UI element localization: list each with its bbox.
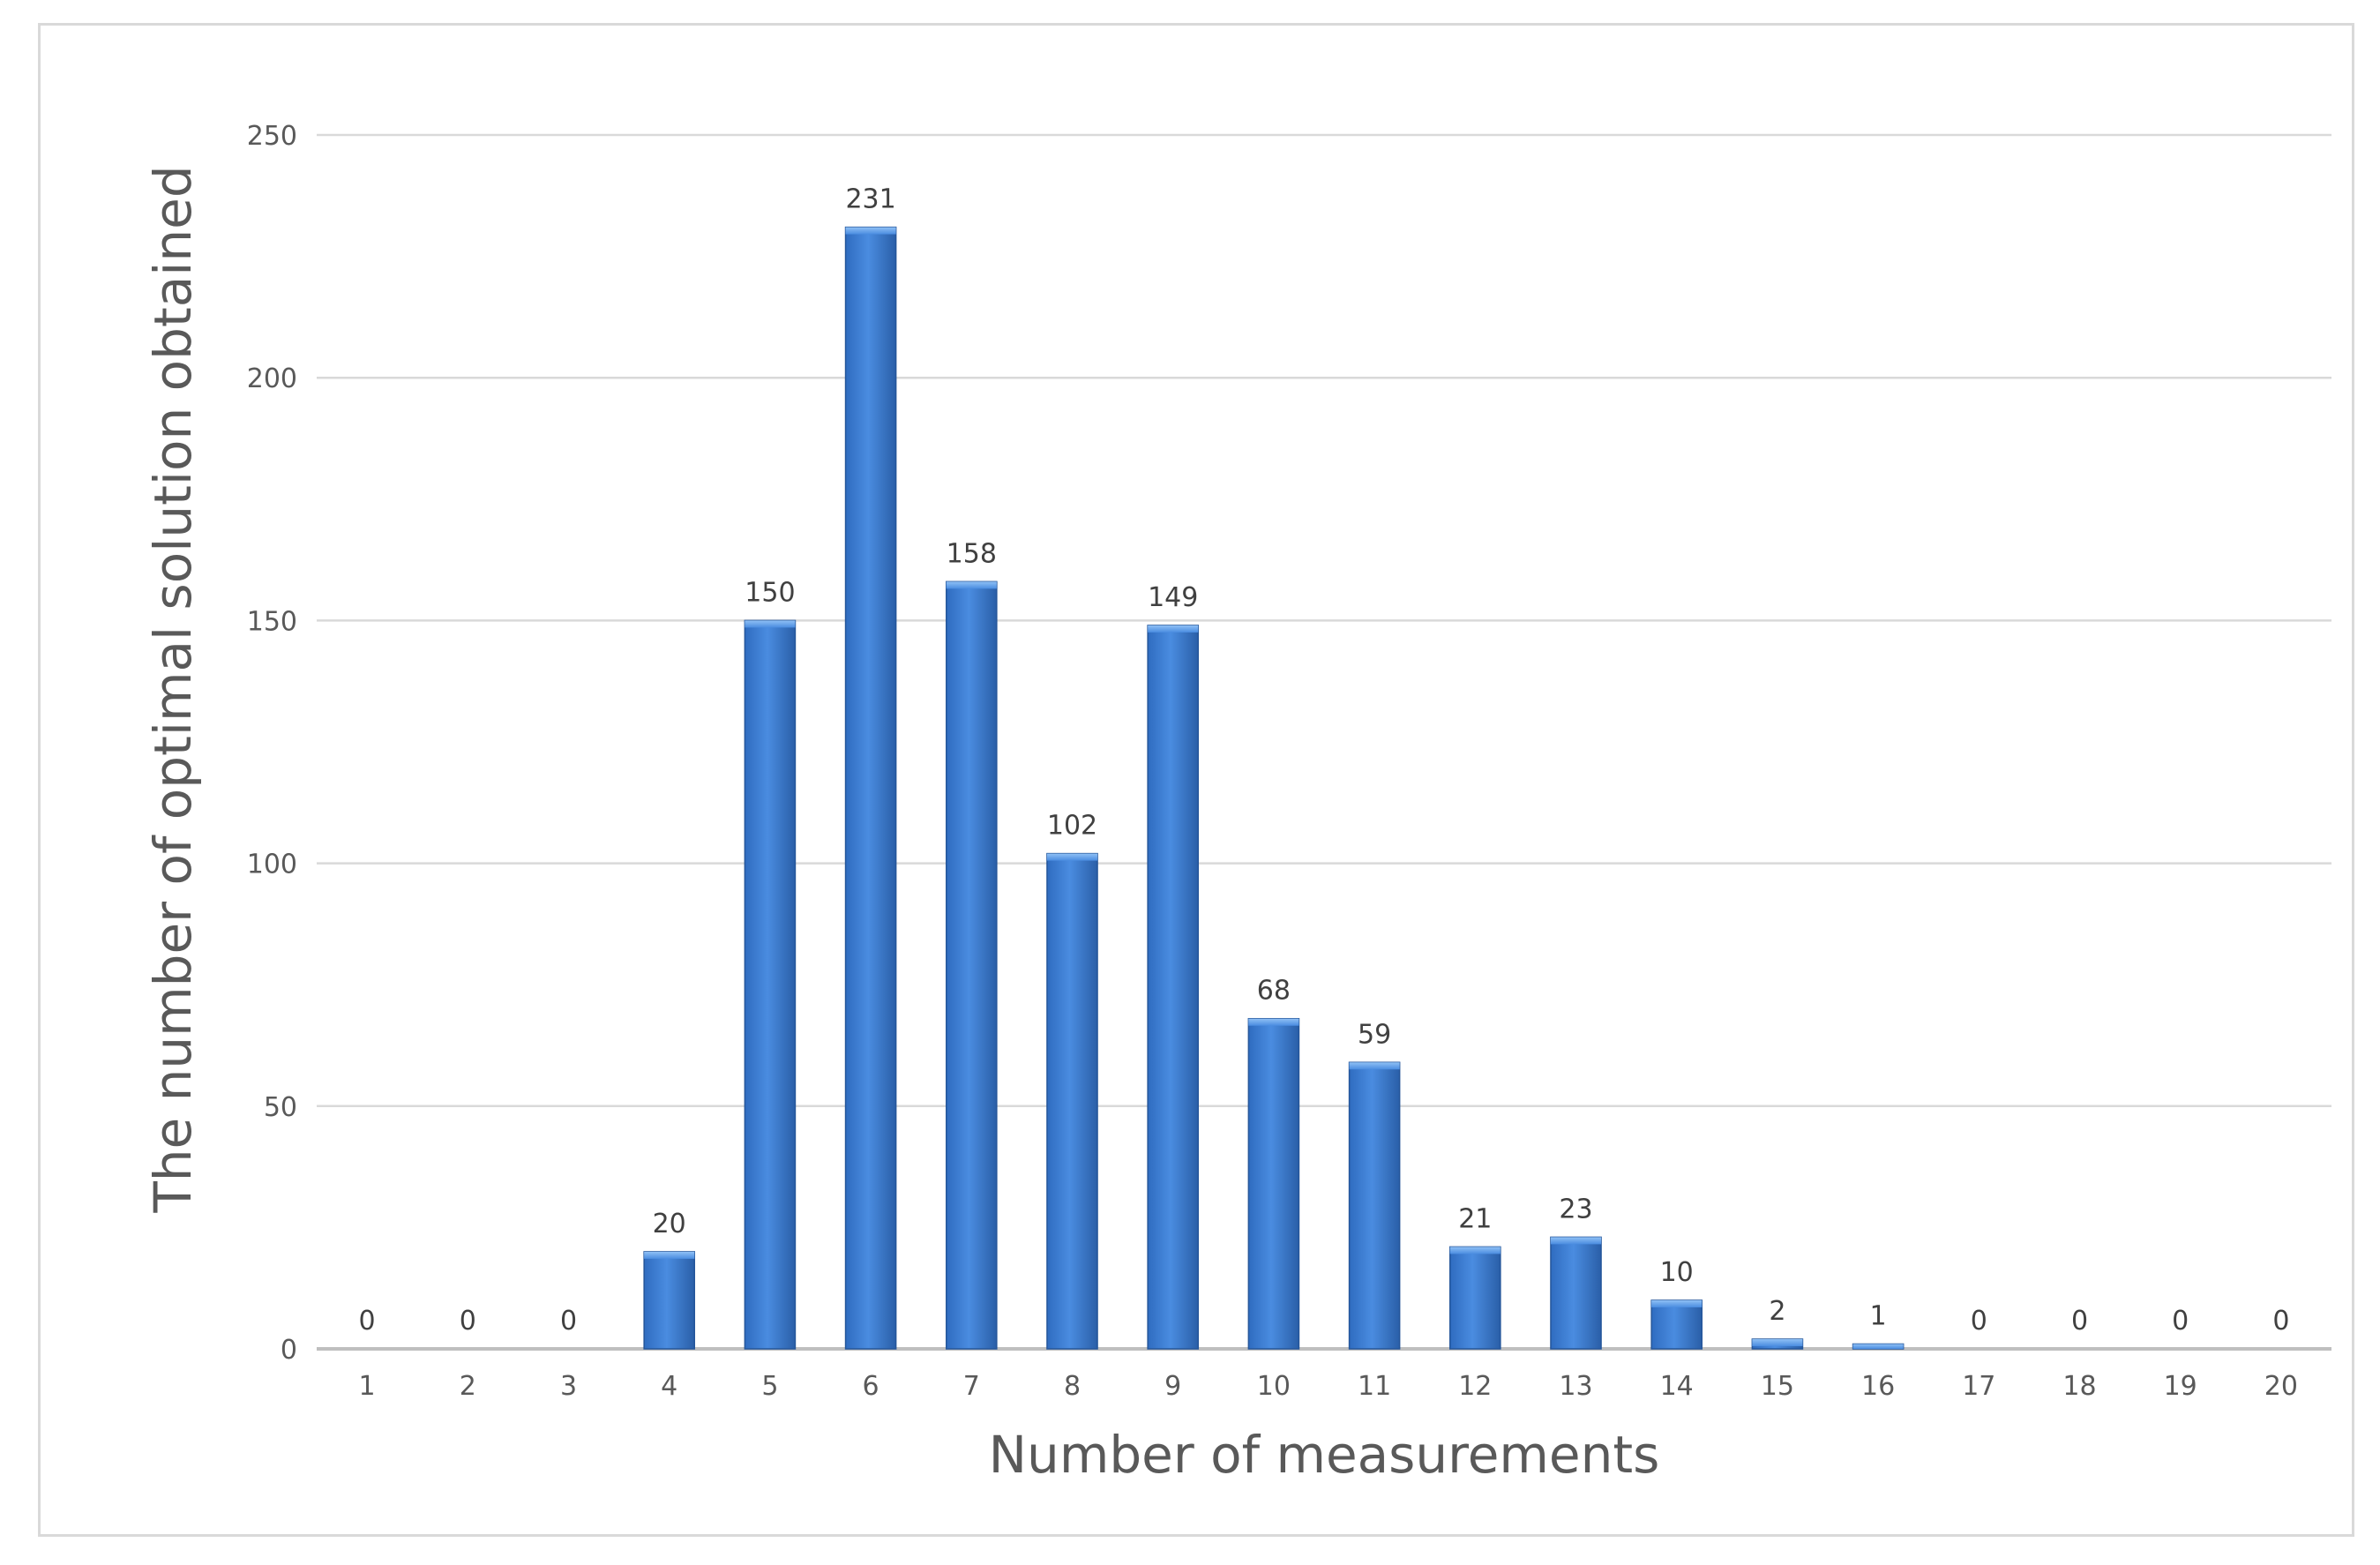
bar-body xyxy=(1348,1061,1401,1350)
bar-8 xyxy=(1046,852,1098,1350)
bar-cap xyxy=(946,581,997,589)
bar-11 xyxy=(1348,1061,1401,1350)
bar-10 xyxy=(1247,1017,1300,1350)
bar-cap xyxy=(1651,1299,1703,1307)
x-tick-label: 4 xyxy=(661,1371,677,1402)
bar-13 xyxy=(1550,1236,1602,1350)
data-label: 1 xyxy=(1870,1300,1887,1331)
bar-6 xyxy=(844,226,897,1350)
x-tick-label: 13 xyxy=(1559,1371,1592,1402)
chart-area: 0 50 100 150 200 250 1 2 3 4 5 6 7 8 9 10 11 12 13 14 15 16 1… xyxy=(38,23,2354,1537)
data-label: 231 xyxy=(845,184,895,215)
bar-body xyxy=(1650,1299,1703,1350)
bar-body xyxy=(1147,625,1200,1350)
y-axis-tick-labels: 0 50 100 150 200 250 xyxy=(247,121,297,1366)
bar-cap xyxy=(1349,1062,1400,1070)
bar-body xyxy=(844,226,897,1350)
data-label: 0 xyxy=(359,1306,376,1337)
bar-cap xyxy=(1449,1247,1501,1254)
x-tick-label: 9 xyxy=(1164,1371,1181,1402)
bar-body xyxy=(643,1251,696,1350)
data-label: 150 xyxy=(745,577,795,608)
bar-cap xyxy=(1550,1237,1602,1245)
x-tick-label: 15 xyxy=(1761,1371,1794,1402)
x-tick-label: 19 xyxy=(2164,1371,2197,1402)
data-label: 0 xyxy=(560,1306,577,1337)
bar-12 xyxy=(1449,1246,1501,1350)
bar-9 xyxy=(1147,625,1200,1350)
bar-cap xyxy=(1148,625,1199,633)
data-label: 149 xyxy=(1148,582,1198,613)
bar-cap xyxy=(1752,1338,1803,1346)
data-label: 68 xyxy=(1257,976,1291,1007)
bar-body xyxy=(1550,1236,1602,1350)
data-label: 102 xyxy=(1047,811,1097,842)
x-tick-label: 16 xyxy=(1861,1371,1895,1402)
x-tick-label: 2 xyxy=(460,1371,476,1402)
y-tick-label: 150 xyxy=(247,606,297,637)
x-tick-label: 5 xyxy=(761,1371,778,1402)
bar-14 xyxy=(1650,1299,1703,1350)
bar-cap xyxy=(1046,853,1098,861)
data-label: 20 xyxy=(653,1209,686,1239)
bar-body xyxy=(1449,1246,1501,1350)
bar-16 xyxy=(1852,1343,1905,1350)
gridlines xyxy=(317,133,2331,1351)
data-label: 2 xyxy=(1769,1296,1785,1327)
y-tick-label: 100 xyxy=(247,850,297,880)
x-tick-label: 18 xyxy=(2062,1371,2096,1402)
y-tick-label: 200 xyxy=(247,363,297,394)
bar-body xyxy=(1247,1017,1300,1350)
bar-cap xyxy=(1248,1018,1299,1026)
bar-body xyxy=(744,619,797,1350)
bar-cap xyxy=(1852,1344,1904,1349)
y-tick-label: 250 xyxy=(247,121,297,152)
bars xyxy=(643,226,1905,1350)
bar-4 xyxy=(643,1251,696,1350)
bar-cap xyxy=(845,227,896,235)
y-axis-title: The number of optimal solution obtained xyxy=(143,165,203,1213)
bar-body xyxy=(1046,852,1098,1350)
bar-cap xyxy=(644,1251,695,1259)
x-tick-label: 3 xyxy=(560,1371,577,1402)
data-label: 21 xyxy=(1458,1203,1492,1234)
data-label: 0 xyxy=(2071,1306,2088,1337)
x-tick-label: 11 xyxy=(1358,1371,1391,1402)
x-tick-label: 7 xyxy=(963,1371,980,1402)
data-label: 0 xyxy=(460,1306,476,1337)
data-label: 10 xyxy=(1660,1257,1694,1288)
x-tick-label: 1 xyxy=(359,1371,376,1402)
x-tick-label: 6 xyxy=(863,1371,879,1402)
x-axis-tick-labels: 1 2 3 4 5 6 7 8 9 10 11 12 13 14 15 16 17 18 19 20 xyxy=(359,1371,2298,1402)
x-tick-label: 14 xyxy=(1660,1371,1694,1402)
data-label: 0 xyxy=(2272,1306,2289,1337)
data-label: 59 xyxy=(1358,1019,1391,1050)
data-label: 0 xyxy=(2172,1306,2189,1337)
x-tick-label: 17 xyxy=(1962,1371,1995,1402)
x-tick-label: 20 xyxy=(2264,1371,2298,1402)
bar-15 xyxy=(1751,1338,1804,1350)
y-tick-label: 50 xyxy=(264,1092,297,1123)
x-tick-label: 12 xyxy=(1458,1371,1492,1402)
bar-5 xyxy=(744,619,797,1350)
x-tick-label: 8 xyxy=(1064,1371,1081,1402)
x-tick-label: 10 xyxy=(1257,1371,1291,1402)
y-tick-label: 0 xyxy=(281,1335,297,1366)
data-label: 23 xyxy=(1559,1194,1592,1224)
bar-cap xyxy=(745,620,796,628)
x-axis-title: Number of measurements xyxy=(989,1425,1660,1485)
data-label: 0 xyxy=(1971,1306,1987,1337)
data-label: 158 xyxy=(947,538,997,569)
bar-7 xyxy=(946,580,998,1350)
bar-body xyxy=(946,580,998,1350)
